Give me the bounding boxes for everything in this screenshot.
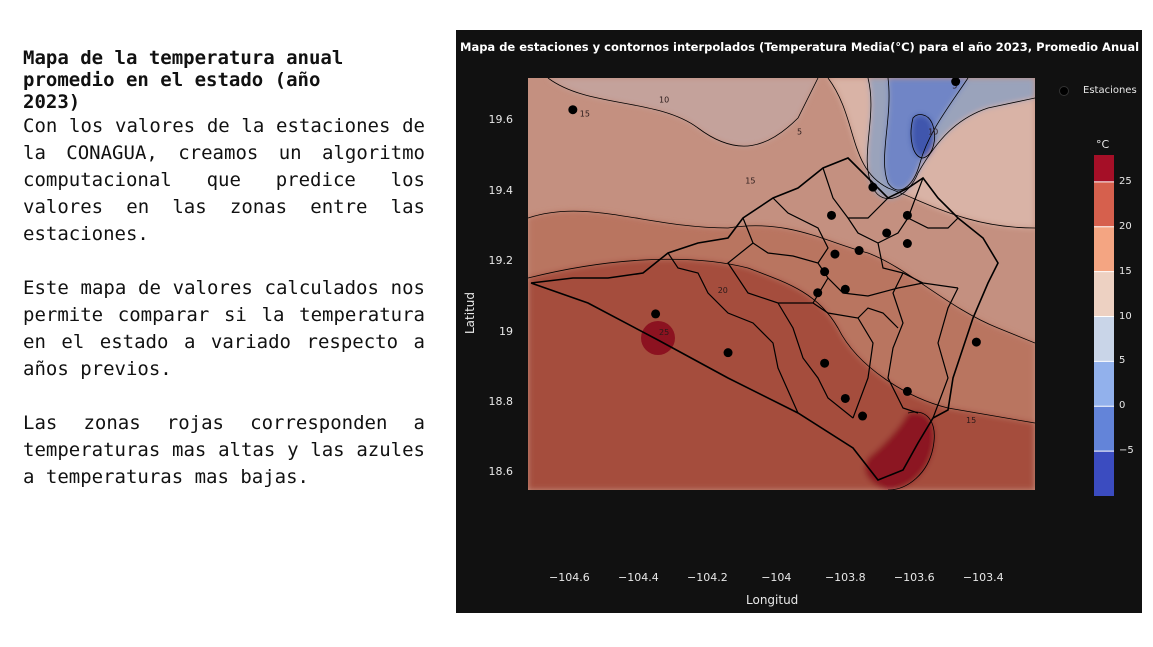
colorbar-tick-label: 5 bbox=[1119, 355, 1126, 367]
station-marker[interactable] bbox=[902, 210, 912, 220]
contour-label: 25 bbox=[659, 328, 669, 337]
description-panel: Mapa de la temperatura anual promedio en… bbox=[23, 47, 425, 491]
legend-label: Estaciones bbox=[1083, 85, 1137, 96]
station-marker[interactable] bbox=[882, 228, 892, 238]
contour-label: 15 bbox=[580, 110, 590, 119]
contour-plot[interactable]: 15 10 5 15 10 5 20 25 15 bbox=[528, 78, 1035, 490]
contour-label: 15 bbox=[745, 177, 755, 186]
y-axis-label: Latitud bbox=[463, 291, 478, 335]
station-marker[interactable] bbox=[830, 249, 840, 259]
colorbar-tick-label: 15 bbox=[1119, 265, 1132, 277]
contour-label: 10 bbox=[659, 96, 669, 105]
municipal-boundaries bbox=[667, 167, 959, 419]
paragraph-comparison: Este mapa de valores calculados nos perm… bbox=[23, 277, 425, 380]
y-tick-label: 19.4 bbox=[488, 183, 514, 197]
station-marker[interactable] bbox=[568, 105, 578, 115]
paragraph-color-legend: Las zonas rojas corresponden a temperatu… bbox=[23, 412, 425, 488]
colorbar-band bbox=[1094, 226, 1114, 272]
x-tick-label: −104.2 bbox=[686, 571, 728, 584]
x-tick-label: −104.6 bbox=[549, 571, 590, 584]
station-marker[interactable] bbox=[827, 210, 837, 220]
y-tick-label: 18.6 bbox=[488, 465, 514, 479]
station-marker[interactable] bbox=[813, 288, 823, 298]
colorbar-tick-label: 10 bbox=[1119, 310, 1132, 322]
colorbar-band bbox=[1094, 316, 1114, 362]
x-tick-label: −104 bbox=[761, 571, 792, 584]
station-marker[interactable] bbox=[820, 358, 830, 368]
colorbar-tick-label: 20 bbox=[1119, 220, 1132, 232]
x-tick-label: −103.4 bbox=[962, 571, 1004, 584]
station-marker[interactable] bbox=[858, 411, 868, 421]
legend-marker-icon bbox=[1059, 85, 1069, 96]
figure-title: Mapa de estaciones y contornos interpola… bbox=[460, 40, 1140, 54]
station-marker[interactable] bbox=[951, 78, 961, 87]
colorbar-title: °C bbox=[1096, 138, 1110, 151]
heading-line-1: Mapa de la temperatura anual bbox=[23, 47, 344, 69]
description-heading: Mapa de la temperatura anual promedio en… bbox=[23, 47, 425, 113]
contour-band-below-0 bbox=[911, 114, 935, 158]
station-marker[interactable] bbox=[840, 393, 850, 403]
x-tick-label: −103.6 bbox=[893, 571, 935, 584]
paragraph-methodology: Con los valores de la estaciones de la C… bbox=[23, 115, 425, 245]
station-marker[interactable] bbox=[840, 284, 850, 294]
contour-label: 15 bbox=[966, 416, 976, 425]
contour-label: 10 bbox=[928, 127, 938, 136]
y-tick-label: 19 bbox=[499, 324, 513, 338]
station-marker[interactable] bbox=[723, 348, 733, 358]
colorbar-tick-label: 0 bbox=[1119, 400, 1126, 412]
station-marker[interactable] bbox=[902, 239, 912, 249]
x-axis-label: Longitud bbox=[746, 593, 799, 607]
y-tick-label: 19.6 bbox=[488, 113, 514, 127]
x-tick-label: −103.8 bbox=[824, 571, 866, 584]
station-marker[interactable] bbox=[820, 267, 830, 277]
colorbar-band bbox=[1094, 181, 1114, 227]
colorbar bbox=[1094, 155, 1114, 496]
y-tick-label: 19.2 bbox=[488, 254, 514, 268]
colorbar-band bbox=[1094, 271, 1114, 317]
station-marker[interactable] bbox=[902, 386, 912, 396]
y-tick-label: 18.8 bbox=[488, 394, 514, 408]
contour-label: 5 bbox=[797, 127, 802, 136]
contour-band-10-15-west bbox=[548, 78, 818, 147]
station-markers bbox=[568, 78, 981, 421]
legend[interactable]: Estaciones bbox=[1059, 85, 1137, 96]
contour-labels: 15 10 5 15 10 5 20 25 15 bbox=[580, 82, 976, 426]
station-marker[interactable] bbox=[854, 246, 864, 256]
station-marker[interactable] bbox=[651, 309, 661, 319]
contour-label: 20 bbox=[718, 286, 728, 295]
colorbar-band bbox=[1094, 406, 1114, 452]
contour-label: 5 bbox=[952, 82, 957, 91]
hotspot-west bbox=[641, 321, 675, 355]
colorbar-band bbox=[1094, 451, 1114, 496]
station-marker[interactable] bbox=[868, 182, 878, 192]
colorbar-tick-label: −5 bbox=[1119, 445, 1134, 457]
station-marker[interactable] bbox=[971, 337, 981, 347]
contour-lines bbox=[528, 78, 1035, 490]
colorbar-tick-label: 25 bbox=[1119, 175, 1132, 187]
temperature-contour-map: Mapa de estaciones y contornos interpola… bbox=[456, 30, 1142, 613]
x-tick-label: −104.4 bbox=[618, 571, 659, 584]
colorbar-band bbox=[1094, 361, 1114, 407]
colorbar-band bbox=[1094, 155, 1114, 182]
heading-line-3: 2023) bbox=[23, 91, 81, 113]
heading-line-2: promedio en el estado (año bbox=[23, 69, 321, 91]
contour-band-above-25-south bbox=[864, 412, 935, 490]
